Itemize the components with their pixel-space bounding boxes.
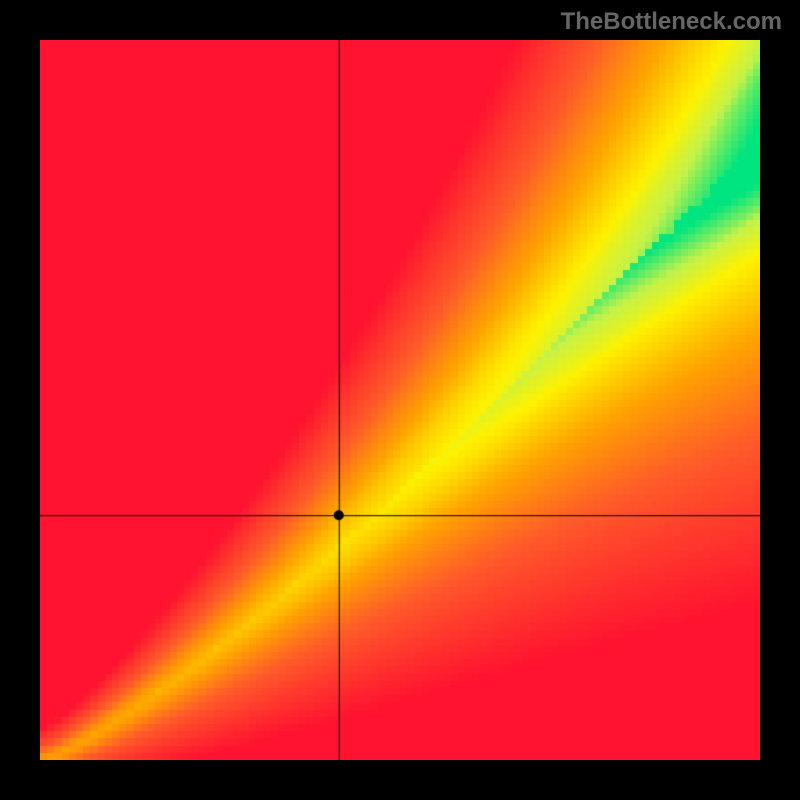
watermark-text: TheBottleneck.com: [561, 8, 782, 36]
heatmap-chart: [40, 40, 760, 760]
heatmap-canvas: [40, 40, 760, 760]
